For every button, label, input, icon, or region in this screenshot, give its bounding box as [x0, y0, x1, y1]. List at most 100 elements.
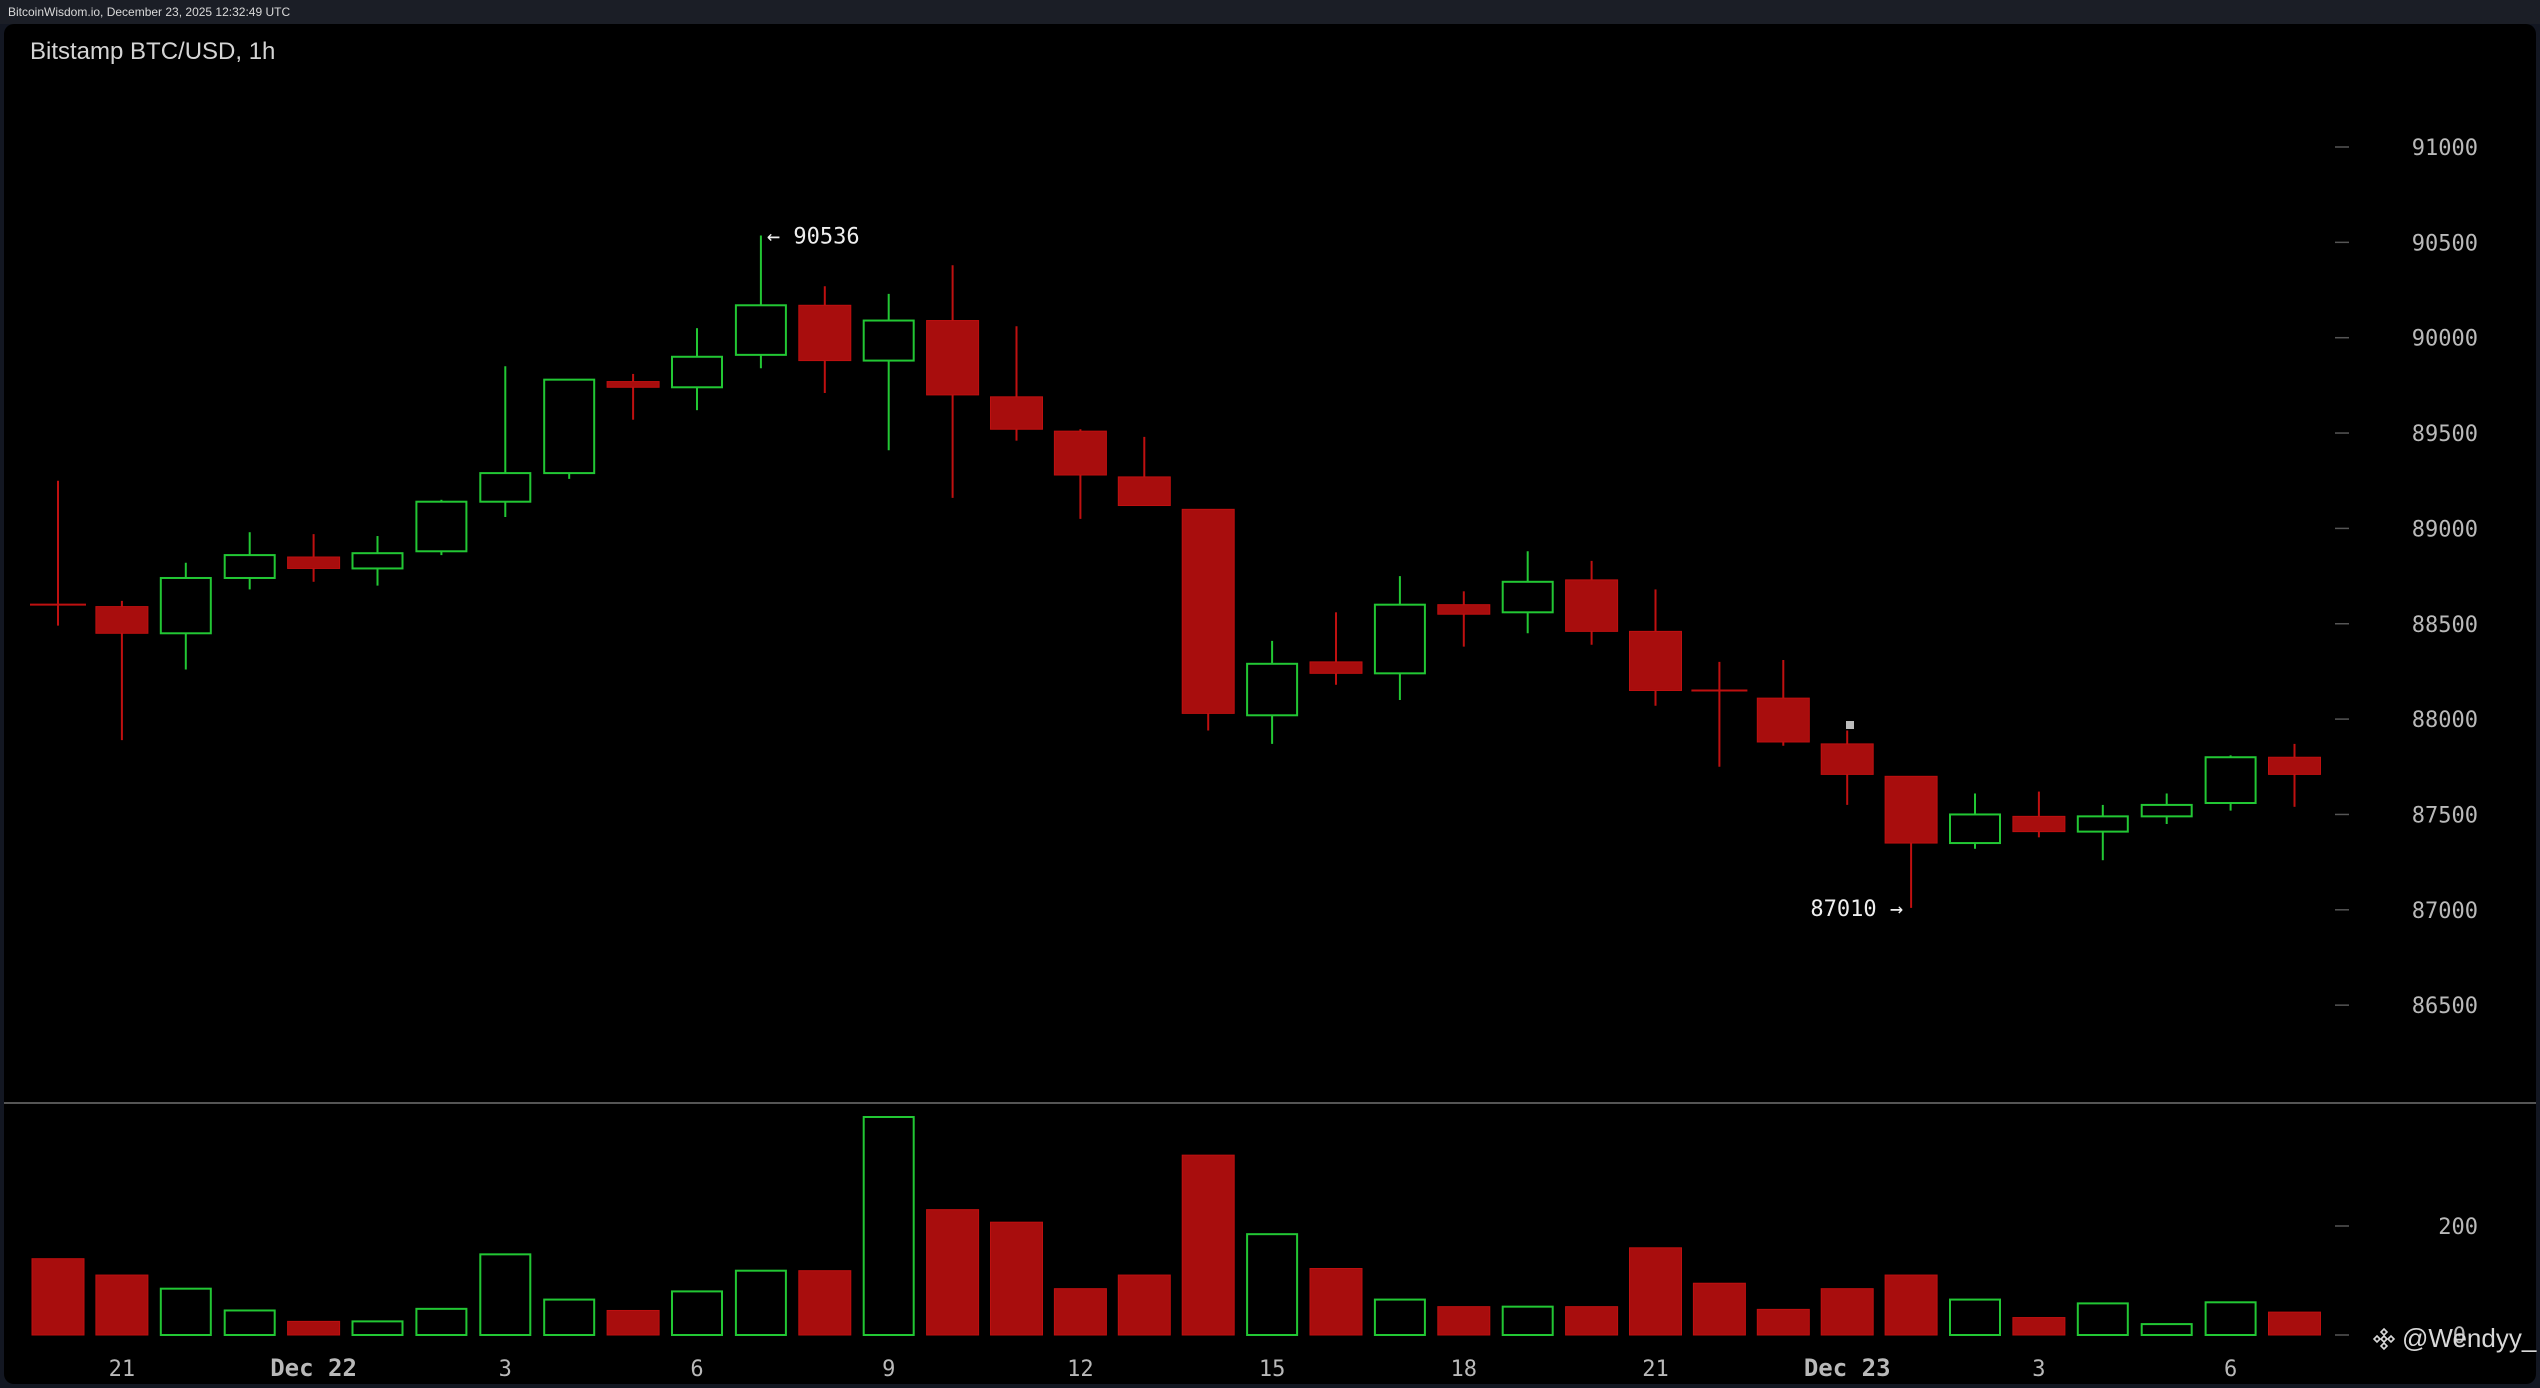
- candle-body: [351, 552, 404, 570]
- volume-bar: [1246, 1233, 1299, 1337]
- volume-bar: [1565, 1306, 1619, 1336]
- volume-axis: 0 200: [2335, 1215, 2478, 1349]
- candle-body: [1756, 697, 1810, 743]
- volume-bar: [31, 1258, 85, 1336]
- volume-bar: [671, 1290, 723, 1337]
- volume-bar: [1629, 1247, 1682, 1336]
- chart-frame: 86500 87000 87500 88000 88500 89000 89500 90000…: [4, 24, 2536, 1384]
- candle-body: [1437, 604, 1491, 615]
- candle-body: [1629, 630, 1682, 691]
- candlestick-chart[interactable]: 86500 87000 87500 88000 88500 89000 89500 90000…: [4, 24, 2536, 1384]
- volume-bar: [543, 1298, 596, 1336]
- price-tick-label: 89500: [2412, 422, 2478, 447]
- price-tick-label: 90500: [2412, 231, 2478, 256]
- time-axis: 21 Dec 22 3 6 9 12 15 18 21 Dec 23 3 6: [109, 1354, 2238, 1382]
- time-tick-label: 3: [499, 1357, 512, 1382]
- watermark-text: @Wendyy_: [2402, 1323, 2537, 1353]
- price-tick-label: 89000: [2412, 517, 2478, 542]
- candle-body: [671, 355, 723, 389]
- candle-body: [2076, 815, 2129, 833]
- watermark: @Wendyy_: [2372, 1323, 2536, 1354]
- candle-body: [1565, 579, 1619, 632]
- candle-body: [1117, 476, 1171, 507]
- candles: [30, 235, 2321, 908]
- price-tick-label: 88500: [2412, 613, 2478, 638]
- time-tick-label: 9: [882, 1357, 895, 1382]
- volume-tick-label: 0: [2453, 1324, 2466, 1349]
- candle-body: [1884, 775, 1938, 844]
- volume-bar: [862, 1116, 915, 1336]
- volume-bar: [1309, 1268, 1363, 1336]
- volume-bar: [734, 1269, 787, 1336]
- volume-bar: [1117, 1274, 1171, 1336]
- price-tick-label: 91000: [2412, 136, 2478, 161]
- volume-bar: [1373, 1298, 1426, 1336]
- time-tick-label: 15: [1259, 1357, 1286, 1382]
- volume-bar: [2076, 1302, 2129, 1337]
- candle-body: [990, 396, 1043, 430]
- volume-tick-label: 200: [2438, 1215, 2478, 1240]
- candle-body: [2140, 803, 2193, 818]
- candle-body: [798, 304, 852, 362]
- volume-bar: [351, 1320, 404, 1336]
- volume-bar: [1884, 1274, 1938, 1336]
- volume-bar: [95, 1274, 149, 1336]
- price-tick-label: 86500: [2412, 994, 2478, 1019]
- candle-body: [2204, 756, 2257, 805]
- candle-body: [1949, 813, 2001, 845]
- candle-body: [1501, 580, 1554, 614]
- candle-body: [1373, 603, 1426, 675]
- candle-body: [1309, 661, 1363, 674]
- price-axis: 86500 87000 87500 88000 88500 89000 89500 90000…: [2335, 136, 2478, 1019]
- volume-bar: [1756, 1308, 1810, 1336]
- annotations: ← 90536 87010 →: [767, 224, 1903, 921]
- binance-diamond-icon: [2372, 1327, 2396, 1350]
- volume-bar: [606, 1309, 660, 1336]
- candle-body: [926, 320, 980, 396]
- time-tick-label: 21: [109, 1357, 136, 1382]
- candle-body: [1053, 430, 1107, 476]
- candle-body: [287, 556, 341, 569]
- volume-bar: [479, 1253, 532, 1336]
- candle-body: [543, 378, 596, 475]
- volume-bar: [2140, 1323, 2193, 1336]
- volume-bar: [926, 1209, 980, 1336]
- time-tick-label: 3: [2032, 1357, 2045, 1382]
- candle-body: [862, 319, 915, 362]
- volume-bar: [1692, 1282, 1746, 1336]
- volume-bar: [1437, 1306, 1491, 1336]
- price-tick-label: 88000: [2412, 708, 2478, 733]
- low-price-label: 87010 →: [1810, 897, 1903, 922]
- time-tick-label: Dec 23: [1804, 1354, 1891, 1382]
- time-tick-label: Dec 22: [270, 1354, 357, 1382]
- candle-body: [415, 500, 468, 553]
- volume-bar: [1949, 1298, 2001, 1336]
- volume-bar: [223, 1309, 276, 1336]
- candle-body: [1820, 743, 1874, 775]
- candle-body: [95, 606, 149, 634]
- time-tick-label: 18: [1451, 1357, 1478, 1382]
- candle-body: [734, 304, 787, 356]
- high-price-label: ← 90536: [767, 224, 860, 249]
- volume-bar: [415, 1307, 468, 1336]
- volume-bar: [1053, 1288, 1107, 1336]
- time-tick-label: 6: [2224, 1357, 2237, 1382]
- candle-body: [2012, 815, 2066, 833]
- volume-bar: [2012, 1317, 2066, 1336]
- candle-body: [606, 381, 660, 388]
- chart-title: Bitstamp BTC/USD, 1h: [30, 38, 276, 65]
- volume-bar: [2204, 1301, 2257, 1337]
- time-tick-label: 21: [1642, 1357, 1669, 1382]
- volume-bar: [1181, 1154, 1235, 1336]
- volume-bar: [798, 1270, 852, 1336]
- candle-body: [479, 472, 532, 503]
- timestamp-header: BitcoinWisdom.io, December 23, 2025 12:3…: [8, 5, 291, 19]
- volume-bar: [287, 1320, 341, 1336]
- candle-body: [223, 554, 276, 579]
- time-tick-label: 12: [1067, 1357, 1094, 1382]
- volume-bar: [2268, 1311, 2321, 1336]
- top-bar: BitcoinWisdom.io, December 23, 2025 12:3…: [0, 0, 2540, 24]
- volume-bar: [990, 1221, 1043, 1336]
- time-tick-label: 6: [690, 1357, 703, 1382]
- marker-square: [1846, 721, 1854, 729]
